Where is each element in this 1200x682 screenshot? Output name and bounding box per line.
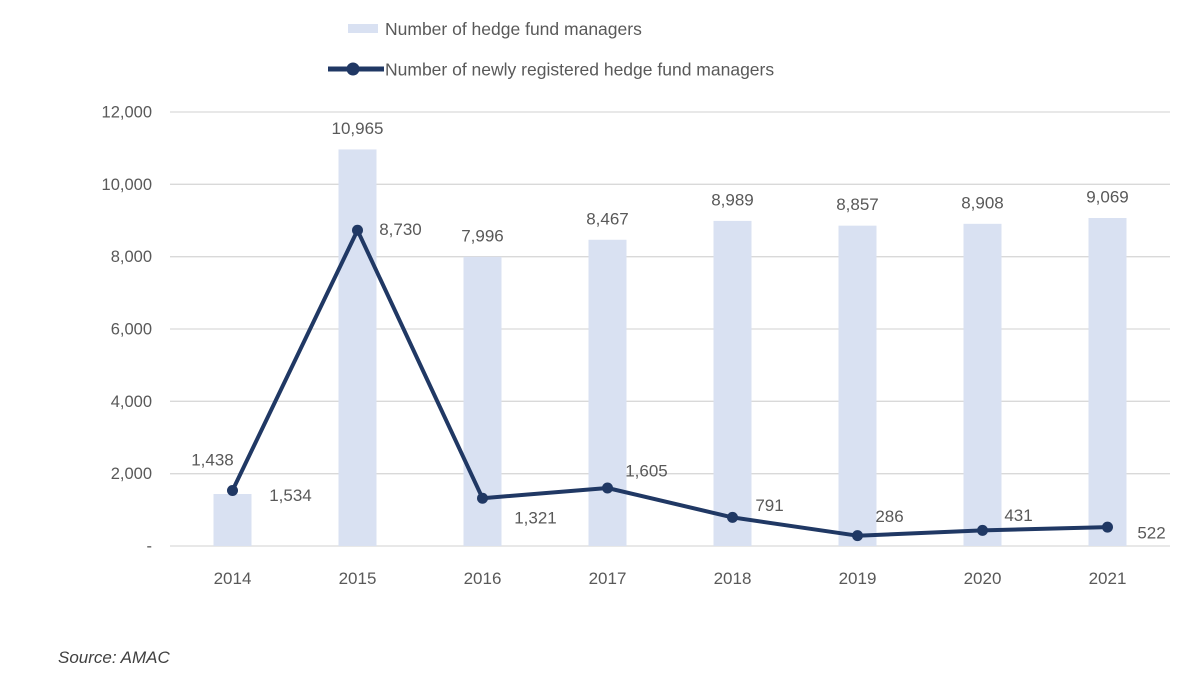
bar bbox=[1088, 218, 1127, 546]
y-tick-label: 8,000 bbox=[111, 248, 152, 266]
line-value-label: 431 bbox=[1004, 506, 1032, 525]
bar bbox=[838, 225, 877, 547]
bar-series bbox=[213, 149, 1127, 547]
line-value-label: 522 bbox=[1137, 524, 1165, 543]
line-series bbox=[227, 224, 1113, 542]
line-marker bbox=[227, 485, 238, 497]
line-marker bbox=[1102, 521, 1113, 533]
line-value-label: 791 bbox=[755, 496, 783, 515]
line-value-label: 286 bbox=[875, 507, 903, 526]
bar-value-label: 1,438 bbox=[191, 450, 234, 469]
bar-value-label: 8,467 bbox=[586, 209, 629, 228]
x-tick-label: 2021 bbox=[1089, 569, 1127, 588]
x-tick-label: 2020 bbox=[964, 569, 1002, 588]
line-value-label: 1,605 bbox=[625, 461, 668, 480]
x-tick-label: 2017 bbox=[589, 569, 627, 588]
gridlines bbox=[170, 111, 1170, 547]
bar-value-label: 8,989 bbox=[711, 190, 754, 209]
line-marker bbox=[977, 524, 988, 536]
x-tick-label: 2018 bbox=[714, 569, 752, 588]
x-tick-label: 2016 bbox=[464, 569, 502, 588]
y-tick-label: 10,000 bbox=[102, 176, 152, 194]
line-marker bbox=[727, 511, 738, 523]
source-note: Source: AMAC bbox=[58, 648, 171, 667]
bar-value-label: 10,965 bbox=[332, 119, 384, 138]
line-marker bbox=[352, 224, 363, 236]
x-tick-label: 2019 bbox=[839, 569, 877, 588]
line-legend-marker-icon bbox=[346, 62, 360, 76]
bar-value-label: 8,857 bbox=[836, 195, 879, 214]
y-tick-label: 2,000 bbox=[111, 465, 152, 483]
bar-value-label: 9,069 bbox=[1086, 188, 1129, 207]
line-legend-label: Number of newly registered hedge fund ma… bbox=[385, 60, 774, 80]
axis-labels: - 2,000 4,000 6,000 8,000 10,000 12,000 2014 201… bbox=[102, 104, 1127, 589]
y-tick-label: - bbox=[147, 538, 153, 556]
bar bbox=[213, 493, 252, 546]
line-marker bbox=[477, 492, 488, 504]
x-tick-label: 2014 bbox=[214, 569, 252, 588]
y-tick-label: 4,000 bbox=[111, 393, 152, 411]
bar-legend-swatch-icon bbox=[348, 24, 378, 33]
bar bbox=[713, 220, 752, 546]
bar-value-label: 7,996 bbox=[461, 226, 504, 245]
legend: Number of hedge fund managers Number of … bbox=[328, 19, 774, 80]
y-tick-label: 6,000 bbox=[111, 321, 152, 339]
data-labels: 1,438 10,965 7,996 8,467 8,989 8,857 8,908 9,06… bbox=[191, 119, 1165, 543]
line-marker bbox=[602, 482, 613, 494]
bar bbox=[338, 149, 377, 546]
x-tick-label: 2015 bbox=[339, 569, 377, 588]
bar-value-label: 8,908 bbox=[961, 193, 1004, 212]
line-value-label: 1,534 bbox=[269, 486, 312, 505]
line-value-label: 8,730 bbox=[379, 220, 422, 239]
line-path bbox=[230, 228, 1110, 538]
bar bbox=[963, 223, 1002, 546]
line-value-label: 1,321 bbox=[514, 509, 557, 528]
bar bbox=[588, 239, 627, 546]
y-tick-label: 12,000 bbox=[102, 104, 152, 122]
line-marker bbox=[852, 530, 863, 542]
bar-legend-label: Number of hedge fund managers bbox=[385, 19, 642, 39]
